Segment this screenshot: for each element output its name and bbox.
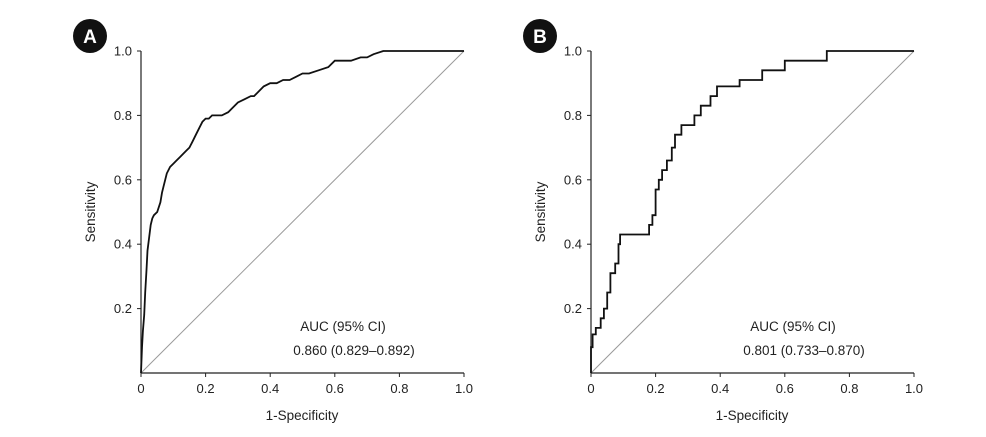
y-tick-label: 0.8: [114, 108, 132, 123]
y-tick-label: 0.4: [114, 237, 132, 252]
diagonal-reference-line: [140, 50, 465, 374]
panel-badge-label: B: [533, 27, 547, 48]
x-tick-label: 0: [137, 381, 144, 396]
panel-badge-a: A: [73, 19, 107, 53]
x-tick-label: 0.8: [840, 381, 858, 396]
y-tick-label: 0.6: [114, 172, 132, 187]
x-axis-title: 1-Specificity: [716, 408, 789, 423]
x-tick-label: 0.2: [647, 381, 665, 396]
auc-value: 0.801 (0.733–0.870): [743, 343, 865, 358]
x-tick-label: 1.0: [455, 381, 473, 396]
roc-chart-a: 0 0.2 0.4 0.6 0.8 1.0 0.2 0.4 0.6 0.8 1.0 A 1-Spec…: [73, 19, 473, 423]
x-tick-label: 0.2: [197, 381, 215, 396]
y-tick-label: 1.0: [114, 44, 132, 59]
x-tick-label: 0: [587, 381, 594, 396]
roc-curve-line: [590, 50, 914, 373]
auc-heading: AUC (95% CI): [750, 319, 836, 334]
x-tick-label: 0.4: [261, 381, 279, 396]
y-tick-label: 0.2: [564, 301, 582, 316]
roc-panel-b: 0 0.2 0.4 0.6 0.8 1.0 0.2 0.4 0.6 0.8 1.0 B 1-Spec…: [450, 0, 943, 437]
y-tick-label: 0.6: [564, 172, 582, 187]
x-tick-label: 0.4: [711, 381, 729, 396]
y-tick-label: 1.0: [564, 44, 582, 59]
y-axis-title: Sensitivity: [533, 181, 548, 242]
x-tick-label: 0.6: [776, 381, 794, 396]
auc-heading: AUC (95% CI): [300, 319, 386, 334]
y-tick-label: 0.4: [564, 237, 582, 252]
y-tick-label: 0.2: [114, 301, 132, 316]
roc-panel-a: 0 0.2 0.4 0.6 0.8 1.0 0.2 0.4 0.6 0.8 1.0 A 1-Spec…: [73, 19, 473, 423]
roc-curve-line: [140, 50, 464, 374]
auc-value: 0.860 (0.829–0.892): [293, 343, 415, 358]
diagonal-reference-line: [590, 50, 915, 374]
x-axis-title: 1-Specificity: [266, 408, 339, 423]
y-axis-title: Sensitivity: [83, 181, 98, 242]
roc-chart-b: 0 0.2 0.4 0.6 0.8 1.0 0.2 0.4 0.6 0.8 1.0 B 1-Spec…: [523, 19, 923, 423]
x-tick-label: 0.8: [390, 381, 408, 396]
panel-badge-b: B: [523, 19, 557, 53]
panel-badge-label: A: [83, 27, 97, 48]
x-tick-label: 0.6: [326, 381, 344, 396]
y-tick-label: 0.8: [564, 108, 582, 123]
x-tick-label: 1.0: [905, 381, 923, 396]
